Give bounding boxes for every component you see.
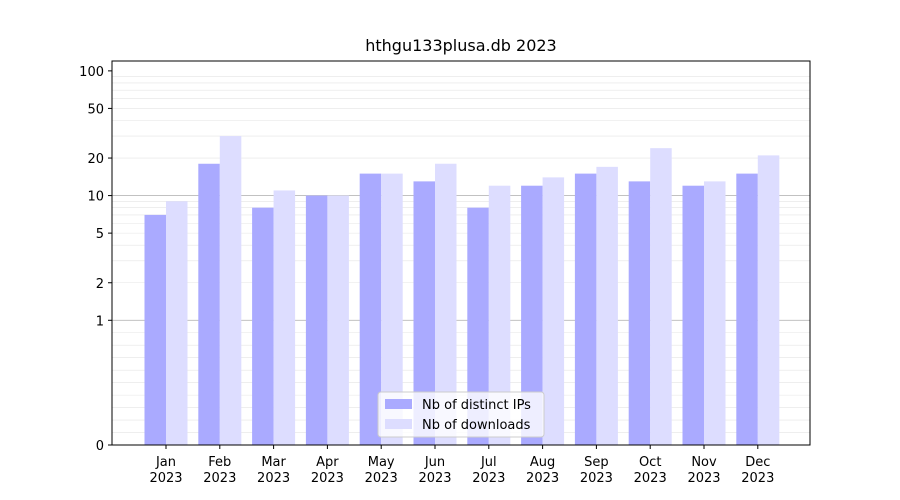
bar-distinct-ips <box>521 185 543 445</box>
bar-distinct-ips <box>144 214 166 445</box>
x-tick-label: Sep 2023 <box>580 455 613 486</box>
bar-downloads <box>435 163 457 445</box>
bar-distinct-ips <box>252 207 274 445</box>
bar-distinct-ips <box>413 181 435 445</box>
y-tick-label: 20 <box>87 152 104 167</box>
bar-downloads <box>327 195 349 445</box>
y-tick-label: 1 <box>96 314 104 329</box>
bar-distinct-ips <box>574 173 597 445</box>
bars <box>144 136 780 446</box>
y-tick-label: 0 <box>96 439 104 454</box>
x-tick-label: Jan 2023 <box>149 455 182 486</box>
legend-swatch <box>385 399 412 409</box>
bar-downloads <box>166 201 188 445</box>
bar-downloads <box>757 155 780 445</box>
bar-downloads <box>542 177 565 445</box>
x-tick-label: Mar 2023 <box>257 455 290 486</box>
y-tick-label: 50 <box>87 102 104 117</box>
legend-label: Nb of downloads <box>422 418 531 433</box>
x-tick-label: Jul 2023 <box>472 455 505 486</box>
bar-downloads <box>704 181 726 445</box>
y-tick-label: 100 <box>79 65 104 80</box>
bar-downloads <box>650 148 672 445</box>
chart-title: hthgu133plusa.db 2023 <box>365 36 556 55</box>
bar-downloads <box>219 136 242 446</box>
x-tick-label: Apr 2023 <box>311 455 344 486</box>
x-tick-label: Nov 2023 <box>687 455 720 486</box>
bar-distinct-ips <box>198 163 220 445</box>
y-tick-label: 5 <box>96 227 104 242</box>
bar-distinct-ips <box>359 173 382 445</box>
bar-downloads <box>273 190 296 445</box>
legend-box <box>377 391 545 438</box>
bar-downloads <box>488 185 511 445</box>
bar-downloads <box>596 166 618 445</box>
x-tick-label: Feb 2023 <box>203 455 236 486</box>
y-tick-label: 2 <box>96 277 104 292</box>
x-tick-label: May 2023 <box>365 455 398 486</box>
x-axis: Jan 2023 Feb 2023 Mar 2023 Apr 2023 May 2023 Jun 20… <box>149 445 774 486</box>
bar-distinct-ips <box>628 181 651 445</box>
legend-label: Nb of distinct IPs <box>422 398 531 413</box>
legend-swatch <box>385 419 412 429</box>
bar-downloads <box>381 173 403 445</box>
x-tick-label: Dec 2023 <box>741 455 774 486</box>
plot-frame <box>111 60 811 446</box>
x-tick-label: Jun 2023 <box>418 455 451 486</box>
x-tick-label: Aug 2023 <box>526 455 559 486</box>
legend: Nb of distinct IPs Nb of downloads <box>377 391 545 438</box>
bar-distinct-ips <box>467 207 489 445</box>
bar-distinct-ips <box>736 173 758 445</box>
x-tick-label: Oct 2023 <box>634 455 667 486</box>
bar-distinct-ips <box>305 195 328 445</box>
y-axis: 0 1 2 5 10 20 50 100 <box>79 65 112 454</box>
bar-distinct-ips <box>682 185 704 445</box>
y-tick-label: 10 <box>87 190 104 205</box>
